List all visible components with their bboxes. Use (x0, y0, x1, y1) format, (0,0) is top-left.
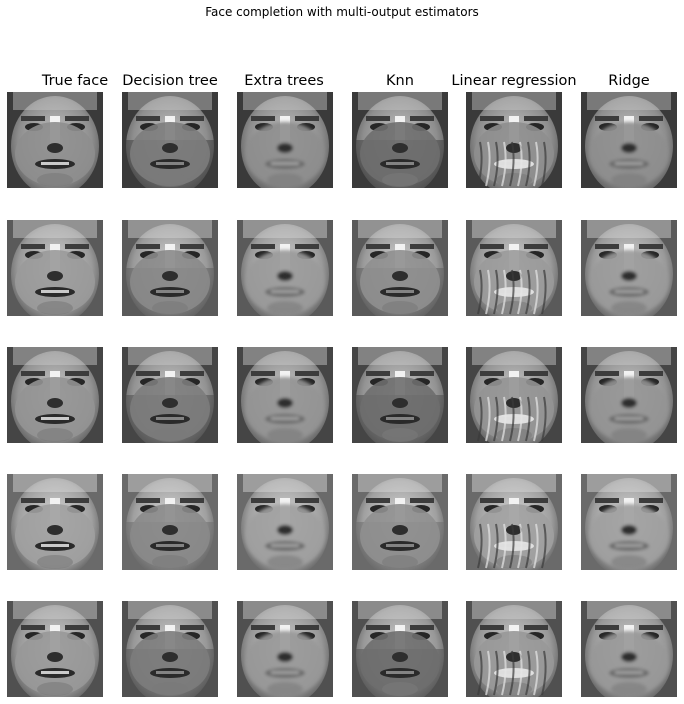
face-image-extra-trees-row-5 (237, 601, 333, 697)
face-image-true-face (7, 347, 103, 443)
face-image-knn-row-4 (352, 474, 448, 570)
face-image-knn-row-1 (352, 92, 448, 188)
column-title-knn: Knn (386, 73, 414, 89)
face-image-knn (352, 601, 448, 697)
face-image-true-face (7, 220, 103, 316)
face-image-knn (352, 220, 448, 316)
face-image-decision-tree (122, 92, 218, 188)
face-image-extra-trees-row-3 (237, 347, 333, 443)
column-title-linear-regression: Linear regression (451, 73, 577, 89)
face-image-linear-regression (466, 474, 562, 570)
face-image-true-face-row-4 (7, 474, 103, 570)
face-image-true-face-row-5 (7, 601, 103, 697)
face-image-true-face-row-3 (7, 347, 103, 443)
face-image-extra-trees (237, 92, 333, 188)
face-image-decision-tree-row-5 (122, 601, 218, 697)
face-image-ridge (581, 220, 677, 316)
face-image-linear-regression-row-2 (466, 220, 562, 316)
face-image-knn (352, 474, 448, 570)
column-title-extra-trees: Extra trees (244, 73, 324, 89)
face-image-ridge (581, 92, 677, 188)
face-image-ridge-row-3 (581, 347, 677, 443)
face-image-linear-regression (466, 220, 562, 316)
face-image-linear-regression (466, 92, 562, 188)
face-image-extra-trees-row-2 (237, 220, 333, 316)
face-image-ridge-row-5 (581, 601, 677, 697)
face-image-ridge (581, 601, 677, 697)
face-image-knn (352, 92, 448, 188)
face-image-decision-tree-row-2 (122, 220, 218, 316)
column-title-decision-tree: Decision tree (122, 73, 218, 89)
face-image-linear-regression-row-3 (466, 347, 562, 443)
face-image-linear-regression-row-5 (466, 601, 562, 697)
face-image-knn (352, 347, 448, 443)
figure-title: Face completion with multi-output estima… (205, 5, 479, 19)
face-image-true-face-row-2 (7, 220, 103, 316)
face-image-extra-trees-row-4 (237, 474, 333, 570)
face-image-ridge (581, 474, 677, 570)
face-image-true-face (7, 474, 103, 570)
face-image-true-face-row-1 (7, 92, 103, 188)
face-image-extra-trees (237, 220, 333, 316)
column-title-ridge: Ridge (608, 73, 650, 89)
face-image-extra-trees (237, 474, 333, 570)
face-image-linear-regression-row-1 (466, 92, 562, 188)
face-image-decision-tree-row-4 (122, 474, 218, 570)
face-image-ridge-row-4 (581, 474, 677, 570)
face-image-knn-row-2 (352, 220, 448, 316)
face-image-linear-regression-row-4 (466, 474, 562, 570)
face-image-linear-regression (466, 601, 562, 697)
face-image-decision-tree-row-1 (122, 92, 218, 188)
face-image-ridge-row-1 (581, 92, 677, 188)
face-image-extra-trees (237, 347, 333, 443)
face-image-decision-tree-row-3 (122, 347, 218, 443)
face-image-decision-tree (122, 347, 218, 443)
face-image-ridge-row-2 (581, 220, 677, 316)
face-image-ridge (581, 347, 677, 443)
face-image-decision-tree (122, 601, 218, 697)
face-image-decision-tree (122, 474, 218, 570)
face-image-extra-trees-row-1 (237, 92, 333, 188)
face-image-linear-regression (466, 347, 562, 443)
face-image-knn-row-5 (352, 601, 448, 697)
face-image-decision-tree (122, 220, 218, 316)
face-image-true-face (7, 92, 103, 188)
face-image-knn-row-3 (352, 347, 448, 443)
column-title-true-face: True face (41, 73, 109, 89)
face-image-true-face (7, 601, 103, 697)
face-image-extra-trees (237, 601, 333, 697)
